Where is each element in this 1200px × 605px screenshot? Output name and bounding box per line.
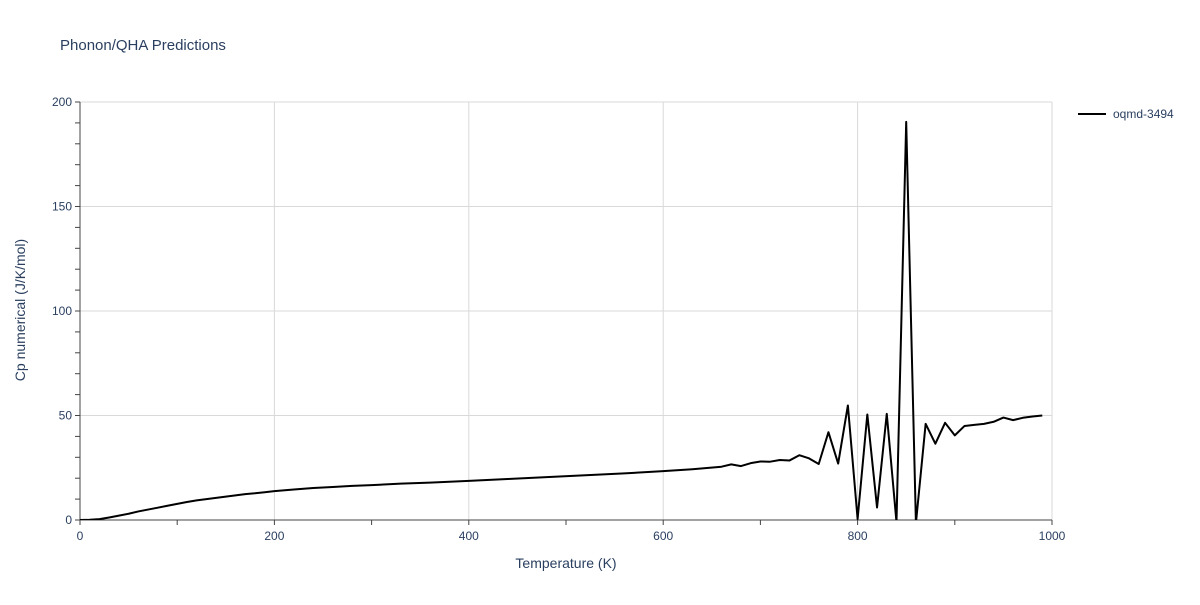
axes: 0 200 400 600 800 1000 0 50 100 150 200	[52, 95, 1066, 543]
legend[interactable]: oqmd-3494	[1078, 107, 1174, 121]
legend-item-label: oqmd-3494	[1113, 107, 1174, 121]
y-tick-label: 0	[65, 513, 72, 527]
series-line[interactable]	[80, 120, 1043, 523]
y-tick-label: 150	[52, 200, 72, 214]
y-tick-label: 200	[52, 95, 72, 109]
grid	[80, 101, 1053, 520]
x-tick-label: 0	[77, 529, 84, 543]
x-axis-title: Temperature (K)	[515, 555, 616, 571]
plot-area	[80, 120, 1043, 523]
x-tick-label: 600	[653, 529, 673, 543]
x-tick-label: 400	[459, 529, 479, 543]
chart-title: Phonon/QHA Predictions	[60, 37, 226, 54]
x-tick-label: 200	[264, 529, 284, 543]
x-tick-label: 1000	[1039, 529, 1066, 543]
x-tick-label: 800	[848, 529, 868, 543]
y-tick-label: 50	[59, 409, 73, 423]
y-axis-title: Cp numerical (J/K/mol)	[12, 239, 28, 381]
y-tick-label: 100	[52, 304, 72, 318]
